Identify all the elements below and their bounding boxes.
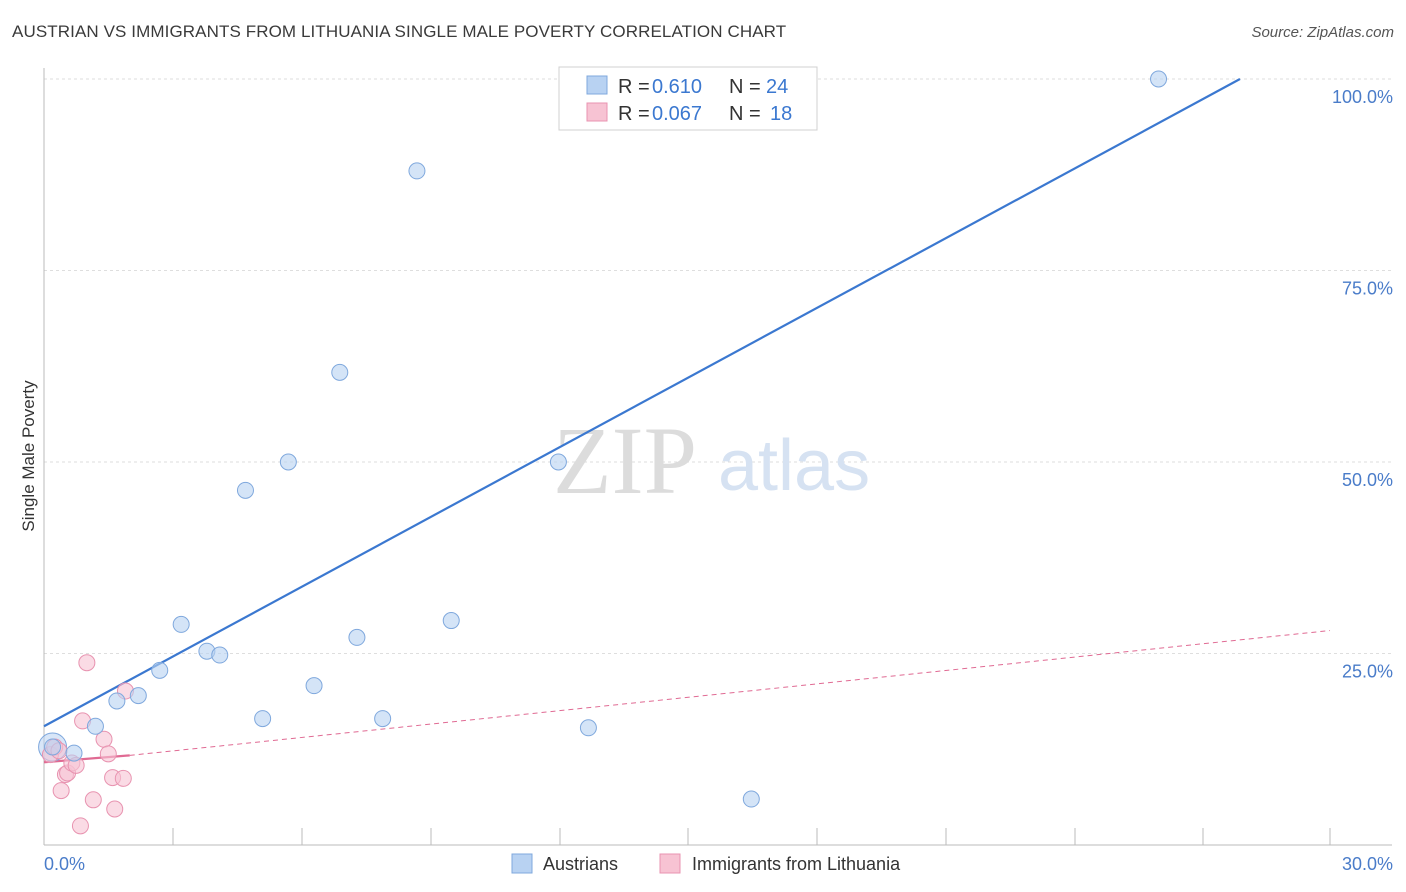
- point-austrians-13: [331, 363, 349, 381]
- point-lithuania-15: [106, 800, 124, 818]
- x-tick-label-1: 30.0%: [1342, 854, 1393, 874]
- legend-swatch-austrians: [586, 75, 608, 95]
- point-austrians-22: [1150, 70, 1168, 88]
- point-lithuania-10: [78, 654, 96, 672]
- point-lithuania-3: [52, 782, 70, 800]
- series-legend: Austrians Immigrants from Lithuania: [511, 853, 901, 874]
- point-austrians-9: [236, 481, 254, 499]
- y-tick-label-1: 50.0%: [1342, 470, 1393, 490]
- series-legend-swatch-lithuania: [659, 853, 681, 874]
- point-austrians-3: [108, 692, 126, 710]
- legend-n-label-2: N =: [729, 103, 761, 125]
- point-austrians-12: [305, 677, 323, 695]
- trendline-lithuania-dashed: [129, 630, 1331, 756]
- point-austrians-17: [442, 612, 460, 630]
- legend-n-label-1: N =: [729, 76, 761, 98]
- point-austrians-16: [408, 162, 426, 180]
- x-tick-label-0: 0.0%: [44, 854, 85, 874]
- legend-r-value-1: 0.610: [652, 76, 702, 98]
- point-austrians-18: [549, 453, 567, 471]
- watermark-zip: ZIP: [553, 407, 697, 514]
- y-axis-title: Single Male Poverty: [19, 380, 38, 532]
- point-lithuania-13: [99, 745, 117, 763]
- x-tick-labels: 0.0% 30.0%: [44, 854, 1393, 874]
- point-austrians-2: [86, 717, 104, 735]
- point-lithuania-16: [114, 769, 132, 787]
- y-tick-label-3: 100.0%: [1332, 87, 1393, 107]
- legend-n-value-2: 18: [770, 103, 792, 125]
- y-tick-label-0: 25.0%: [1342, 662, 1393, 682]
- point-austrians-10: [254, 710, 272, 728]
- series-legend-label-lithuania: Immigrants from Lithuania: [692, 854, 901, 874]
- legend-swatch-lithuania: [586, 102, 608, 122]
- axes: [43, 68, 1392, 846]
- gridlines: [44, 78, 1392, 654]
- source-credit: Source: ZipAtlas.com: [1251, 24, 1394, 41]
- legend-r-label-1: R =: [618, 76, 650, 98]
- point-austrians-15: [374, 710, 392, 728]
- point-austrians-6: [172, 615, 190, 633]
- trendline-austrians: [43, 78, 1241, 728]
- stats-legend: R = 0.610 N = 24 R = 0.067 N = 18: [558, 66, 818, 131]
- watermark-atlas: atlas: [718, 426, 870, 506]
- series-legend-swatch-austrians: [511, 853, 533, 874]
- point-lithuania-8: [71, 817, 89, 835]
- point-austrians-19: [579, 719, 597, 737]
- point-austrians-1: [65, 744, 83, 762]
- watermark: ZIP atlas: [553, 407, 870, 514]
- point-austrians-8: [211, 646, 229, 664]
- chart-title: AUSTRIAN VS IMMIGRANTS FROM LITHUANIA SI…: [12, 22, 787, 41]
- series-legend-label-austrians: Austrians: [543, 854, 618, 874]
- point-austrians-4: [129, 687, 147, 705]
- y-tick-labels: 25.0% 50.0% 75.0% 100.0%: [1332, 87, 1393, 682]
- point-austrians-21: [742, 790, 760, 808]
- point-austrians-5: [151, 661, 169, 679]
- legend-r-label-2: R =: [618, 103, 650, 125]
- point-austrians-11: [279, 453, 297, 471]
- y-tick-label-2: 75.0%: [1342, 279, 1393, 299]
- point-austrians-14: [348, 628, 366, 646]
- point-lithuania-11: [84, 791, 102, 809]
- legend-n-value-1: 24: [766, 76, 788, 98]
- point-austrians-0: [44, 738, 62, 756]
- legend-r-value-2: 0.067: [652, 103, 702, 125]
